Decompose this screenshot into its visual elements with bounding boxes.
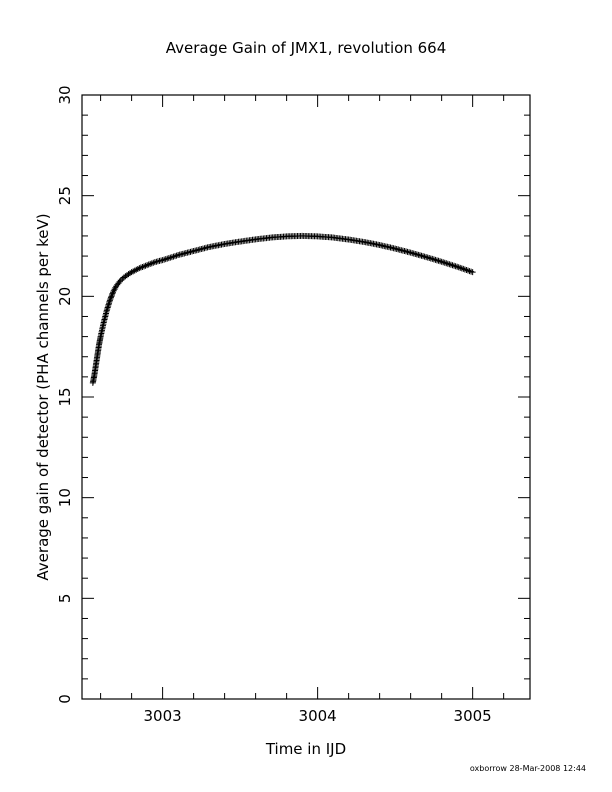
data-points — [89, 232, 476, 386]
data-point — [168, 254, 175, 261]
data-point — [438, 258, 445, 265]
data-point — [440, 259, 447, 266]
data-point — [469, 269, 476, 276]
data-point — [159, 257, 166, 264]
data-point — [170, 253, 177, 260]
y-tick-label: 25 — [56, 186, 74, 205]
data-point — [451, 262, 458, 269]
data-point — [108, 293, 115, 300]
footer-stamp: oxborrow 28-Mar-2008 12:44 — [470, 764, 586, 773]
y-tick-label: 5 — [56, 594, 74, 604]
data-point — [449, 262, 456, 269]
x-tick-label: 3004 — [299, 707, 337, 725]
plot-area — [81, 94, 531, 700]
y-axis-label: Average gain of detector (PHA channels p… — [34, 213, 52, 580]
data-point — [167, 254, 174, 261]
data-point — [162, 256, 169, 263]
data-point — [447, 261, 454, 268]
y-tick-label: 0 — [56, 694, 74, 704]
data-point — [107, 294, 114, 301]
data-point — [452, 263, 459, 270]
plot-frame — [81, 94, 531, 700]
data-point — [172, 253, 179, 260]
y-tick-label: 30 — [56, 85, 74, 104]
chart-title: Average Gain of JMX1, revolution 664 — [166, 39, 447, 57]
x-axis-label: Time in IJD — [265, 740, 346, 758]
data-point — [108, 291, 115, 298]
data-point — [443, 260, 450, 267]
data-point — [441, 259, 448, 266]
data-point — [446, 261, 453, 268]
axis-ticks: 0 5 10 15 20 25 30 3003 3004 3005 — [56, 85, 530, 725]
data-point — [165, 255, 172, 262]
y-tick-label: 20 — [56, 287, 74, 306]
data-point — [164, 255, 171, 262]
y-tick-label: 10 — [56, 488, 74, 507]
data-point — [119, 275, 126, 282]
data-point — [107, 296, 114, 303]
x-tick-label: 3003 — [144, 707, 182, 725]
data-point — [161, 256, 168, 263]
data-point — [109, 290, 116, 297]
y-tick-label: 15 — [56, 387, 74, 406]
x-tick-label: 3005 — [454, 707, 492, 725]
data-point — [106, 297, 113, 304]
data-point — [173, 252, 180, 259]
data-point — [444, 260, 451, 267]
